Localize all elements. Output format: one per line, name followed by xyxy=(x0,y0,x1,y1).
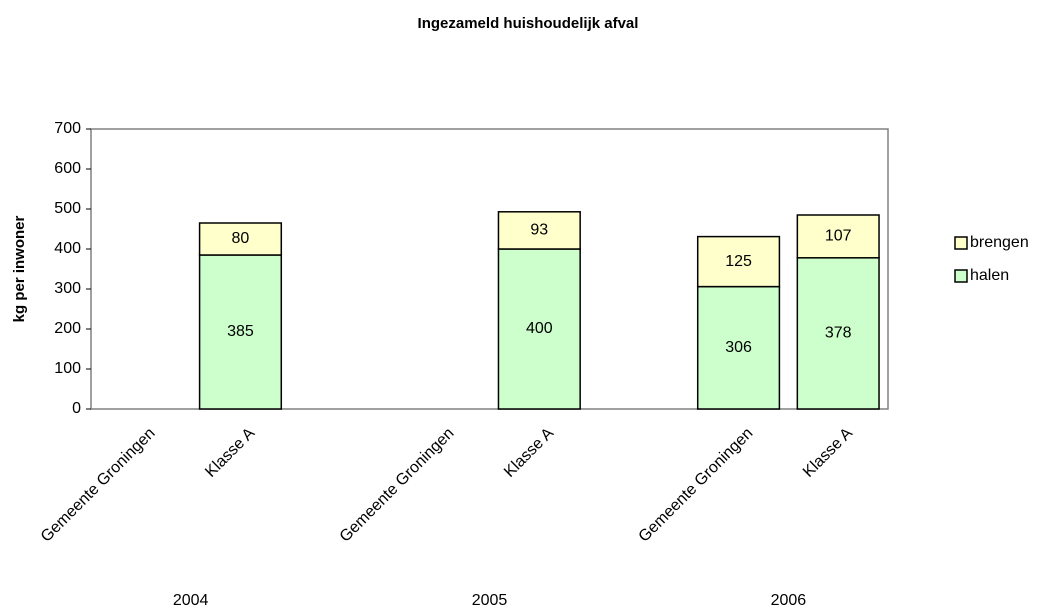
bar-segment xyxy=(198,254,283,410)
legend-swatch xyxy=(954,269,968,283)
bar-segment xyxy=(497,211,581,250)
data-label: 125 xyxy=(725,253,752,270)
data-label: 385 xyxy=(227,323,254,340)
y-tick-label: 400 xyxy=(54,240,81,257)
x-tick-label: Gemeente Groningen xyxy=(337,425,458,546)
bar-segment xyxy=(198,222,283,256)
y-tick-label: 600 xyxy=(54,160,81,177)
data-label: 378 xyxy=(825,325,852,342)
group-label: 2006 xyxy=(771,592,807,608)
data-label: 107 xyxy=(825,228,852,245)
legend-swatch xyxy=(954,236,968,250)
legend-label: brengen xyxy=(970,234,1029,251)
chart-title: Ingezameld huishoudelijk afval xyxy=(418,15,639,32)
y-tick-label: 300 xyxy=(54,280,81,297)
y-tick-label: 100 xyxy=(54,360,81,377)
group-label: 2004 xyxy=(173,592,209,608)
y-tick-label: 200 xyxy=(54,320,81,337)
legend-label: halen xyxy=(970,267,1009,284)
data-label: 93 xyxy=(530,222,548,239)
bar-segment xyxy=(796,214,880,259)
x-tick-label: Gemeente Groningen xyxy=(38,425,159,546)
x-tick-label: Klasse A xyxy=(202,425,258,481)
bar-segment xyxy=(696,235,781,288)
x-tick-label: Gemeente Groningen xyxy=(636,425,757,546)
group-label: 2005 xyxy=(472,592,508,608)
data-label: 306 xyxy=(725,339,752,356)
data-label: 80 xyxy=(232,230,250,247)
y-tick-label: 500 xyxy=(54,200,81,217)
y-tick-label: 700 xyxy=(54,120,81,137)
y-axis-title: kg per inwoner xyxy=(11,215,28,322)
plot-area xyxy=(90,128,889,410)
y-tick-label: 0 xyxy=(72,400,81,417)
bar-segment xyxy=(796,257,880,410)
data-label: 400 xyxy=(526,320,553,337)
x-tick-label: Klasse A xyxy=(501,425,557,481)
x-tick-label: Klasse A xyxy=(800,425,856,481)
